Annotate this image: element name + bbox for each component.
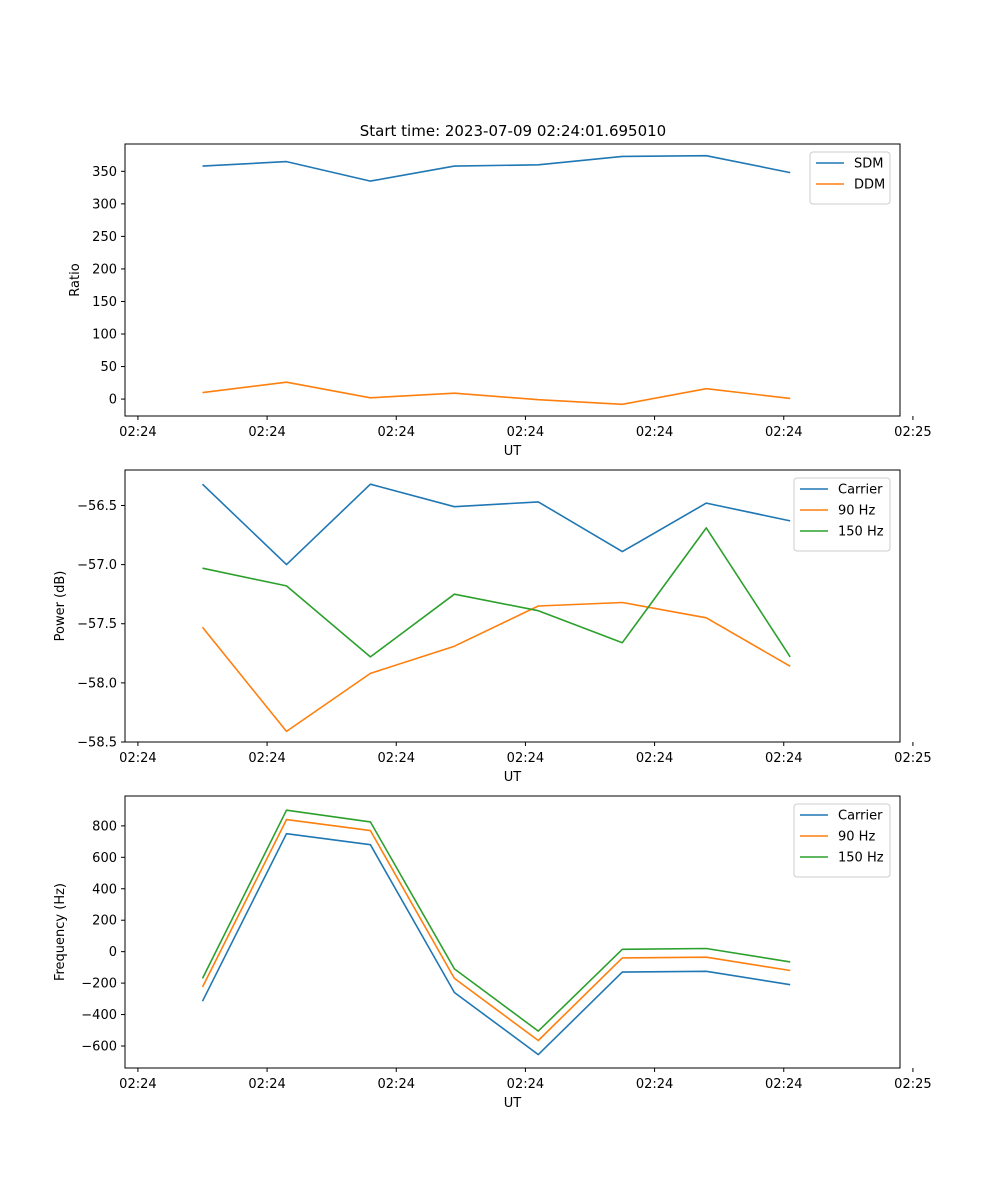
power-legend-label: 90 Hz (838, 504, 875, 519)
power-series-line-90-hz (201, 601, 791, 733)
ratio-y-tick-label: 200 (92, 262, 117, 277)
frequency-x-axis-label: UT (504, 1096, 522, 1111)
frequency-legend-label: 90 Hz (838, 830, 875, 845)
ratio-y-tick-label: 250 (92, 230, 117, 245)
frequency-axes-frame (124, 795, 901, 1069)
ratio-legend-label: DDM (854, 178, 885, 193)
frequency-y-tick-label: −600 (81, 1039, 117, 1054)
frequency-y-tick-label: 800 (92, 819, 117, 834)
ratio-x-tick-label: 02:24 (765, 425, 802, 440)
ratio-y-tick-label: 50 (100, 360, 117, 375)
power-y-tick-label: −57.0 (77, 558, 117, 573)
power-x-tick-label: 02:24 (507, 751, 544, 766)
frequency-series-line-carrier (201, 832, 791, 1056)
ratio-y-tick-label: 350 (92, 165, 117, 180)
power-x-tick-label: 02:24 (248, 751, 285, 766)
power-x-tick-label: 02:24 (119, 751, 156, 766)
frequency-legend-label: Carrier (838, 809, 883, 824)
power-x-tick-label: 02:24 (765, 751, 802, 766)
frequency-x-tick-label: 02:24 (119, 1077, 156, 1092)
ratio-panel: 02:24 02:24 02:24 02:24 02:24 02:24 02:25 0 50 10… (68, 143, 932, 459)
ratio-x-tick-label: 02:25 (894, 425, 931, 440)
frequency-legend-box (793, 803, 891, 878)
power-x-tick-label: 02:25 (894, 751, 931, 766)
power-legend-label: Carrier (838, 483, 883, 498)
power-legend-box (793, 477, 891, 552)
ratio-y-tick-label: 150 (92, 295, 117, 310)
ratio-axes-frame (124, 143, 901, 417)
frequency-legend-label: 150 Hz (838, 851, 884, 866)
ratio-legend-box (809, 151, 891, 205)
frequency-series-line-90-hz (201, 818, 791, 1042)
power-x-tick-label: 02:24 (636, 751, 673, 766)
power-y-tick-label: −57.5 (77, 617, 117, 632)
power-x-tick-label: 02:24 (378, 751, 415, 766)
power-y-tick-label: −56.5 (77, 499, 117, 514)
power-panel: 02:24 02:24 02:24 02:24 02:24 02:24 02:25 −58.5… (53, 469, 932, 785)
ratio-y-tick-label: 300 (92, 197, 117, 212)
power-axes-frame (124, 469, 901, 743)
ratio-series-line-sdm (202, 154, 791, 182)
frequency-y-tick-label: −400 (81, 1008, 117, 1023)
ratio-x-tick-label: 02:24 (248, 425, 285, 440)
frequency-y-tick-label: 200 (92, 914, 117, 929)
power-y-tick-label: −58.5 (77, 736, 117, 751)
power-y-axis-label: Power (dB) (53, 571, 68, 642)
frequency-x-tick-label: 02:24 (507, 1077, 544, 1092)
ratio-legend-label: SDM (854, 157, 883, 172)
frequency-x-tick-label: 02:24 (378, 1077, 415, 1092)
ratio-x-tick-label: 02:24 (378, 425, 415, 440)
ratio-y-tick-label: 0 (109, 393, 117, 408)
ratio-series-line-ddm (202, 381, 791, 406)
power-x-axis-label: UT (504, 770, 522, 785)
ratio-y-tick-label: 100 (92, 328, 117, 343)
frequency-y-axis-label: Frequency (Hz) (53, 883, 68, 981)
frequency-x-tick-label: 02:24 (248, 1077, 285, 1092)
figure-title: Start time: 2023-07-09 02:24:01.695010 (360, 122, 666, 140)
frequency-y-tick-label: −200 (81, 977, 117, 992)
frequency-x-tick-label: 02:24 (765, 1077, 802, 1092)
ratio-x-tick-label: 02:24 (119, 425, 156, 440)
frequency-x-tick-label: 02:25 (894, 1077, 931, 1092)
frequency-panel: 02:24 02:24 02:24 02:24 02:24 02:24 02:25 −600 −… (53, 795, 932, 1111)
ratio-y-axis-label: Ratio (68, 263, 83, 296)
frequency-y-tick-label: 600 (92, 851, 117, 866)
ratio-x-tick-label: 02:24 (636, 425, 673, 440)
ratio-x-axis-label: UT (504, 444, 522, 459)
frequency-series-line-150-hz (201, 809, 791, 1032)
power-series-line-150-hz (202, 527, 791, 658)
frequency-x-tick-label: 02:24 (636, 1077, 673, 1092)
frequency-y-tick-label: 400 (92, 882, 117, 897)
ratio-x-tick-label: 02:24 (507, 425, 544, 440)
power-series-line-carrier (201, 483, 791, 566)
power-y-tick-label: −58.0 (77, 676, 117, 691)
frequency-y-tick-label: 0 (109, 945, 117, 960)
power-legend-label: 150 Hz (838, 525, 884, 540)
